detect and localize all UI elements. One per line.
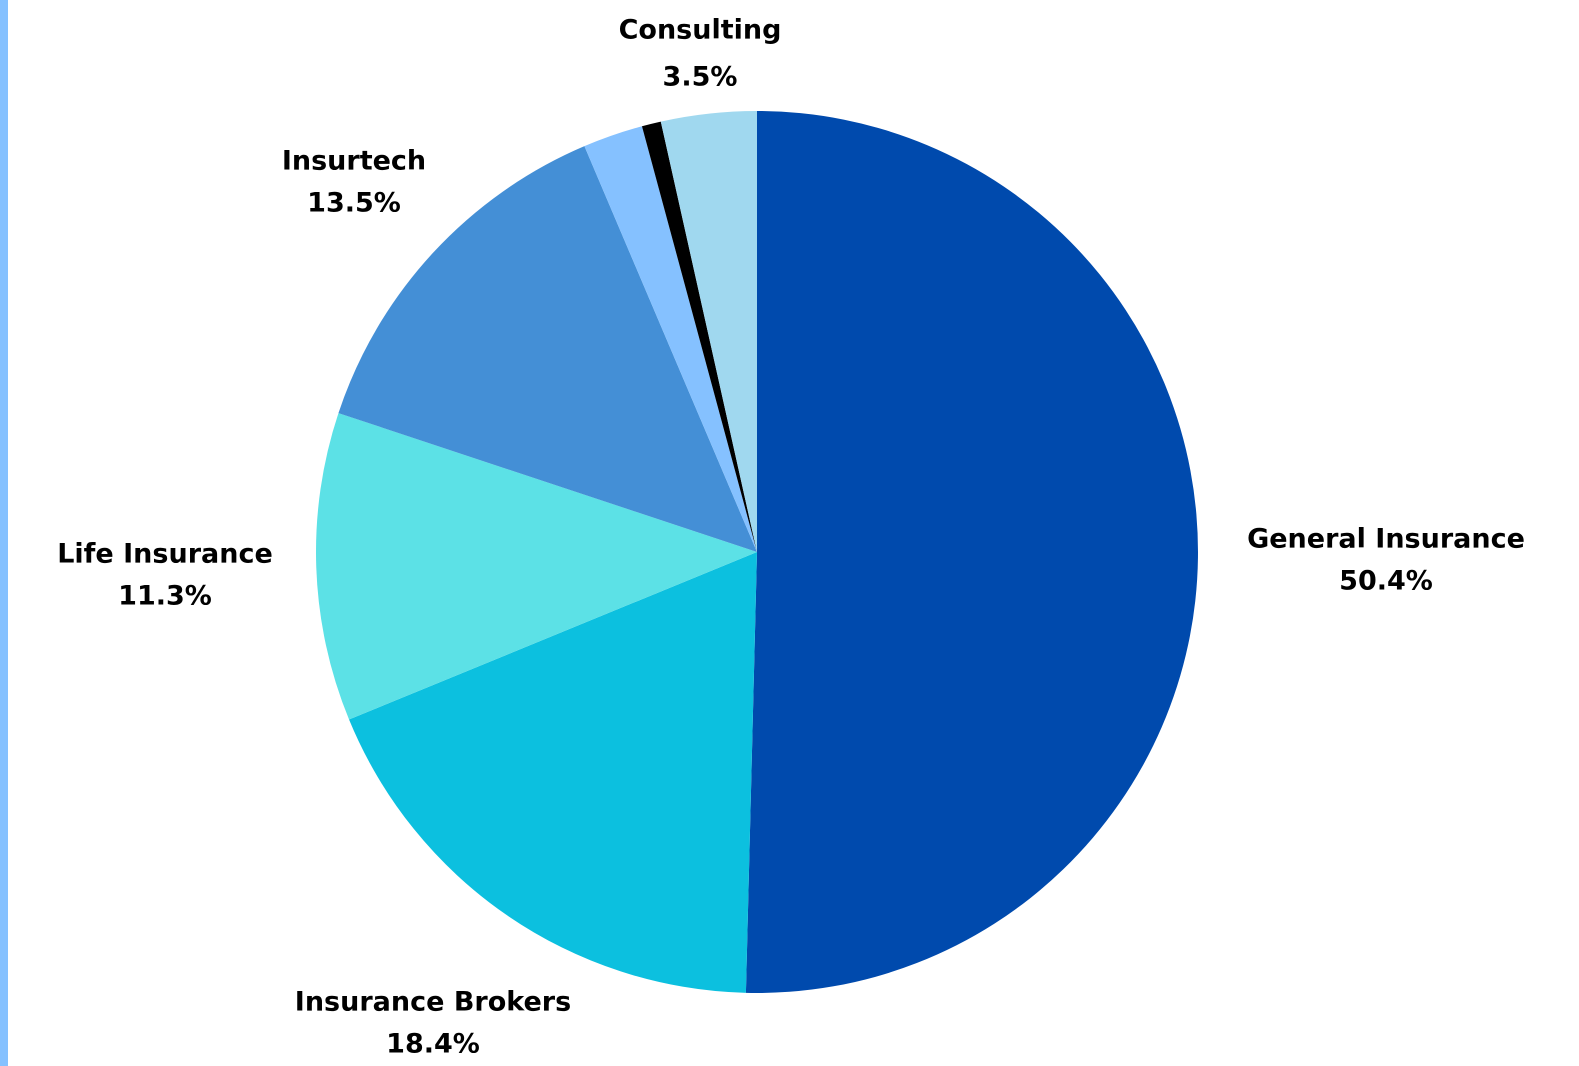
pie-slice [338,146,757,553]
value-label: 11.3% [118,581,212,612]
value-label: 18.4% [386,1029,480,1060]
pie-slice [349,552,757,993]
slice-label: Insurance Brokers [295,987,571,1018]
pie-slice [641,121,757,553]
labels: General Insurance 50.4% Insurance Brokers 1… [57,15,1525,1060]
value-label: 50.4% [1339,566,1433,597]
slice-label: Insurtech [282,146,426,177]
value-label: 13.5% [307,188,401,219]
pie-slice [660,111,757,552]
side-strip [0,0,8,1066]
pie-slice [584,126,757,553]
value-label: 3.5% [663,62,738,93]
pie [315,111,1198,993]
slice-label: General Insurance [1247,524,1525,555]
slice-label: Life Insurance [57,539,273,570]
pie-slice [315,413,757,720]
slice-label: Consulting [619,15,782,46]
pie-slice [745,111,1198,993]
